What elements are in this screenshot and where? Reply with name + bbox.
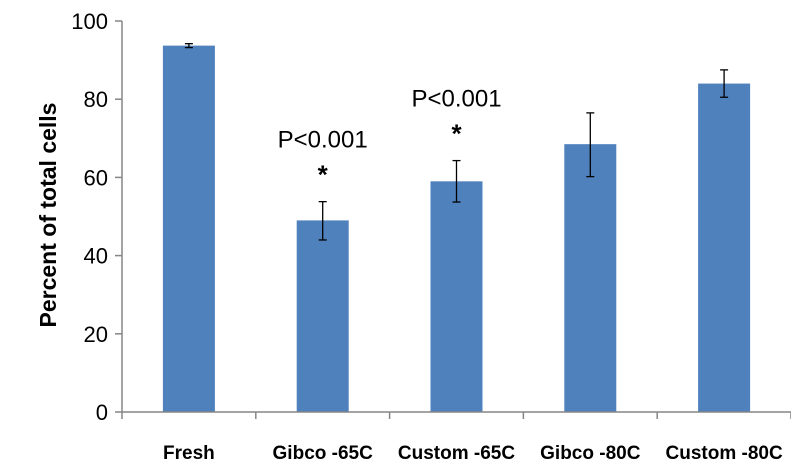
significance-asterisk: * — [318, 160, 329, 190]
significance-asterisk: * — [451, 119, 462, 149]
category-label-2: Gibco -65C — [273, 443, 374, 464]
y-tick-label: 60 — [84, 165, 108, 190]
bar-3 — [430, 181, 483, 412]
significance-annotations: * P<0.001 * P<0.001 — [278, 86, 502, 190]
category-label-3: Custom -65C — [398, 443, 515, 464]
y-tick-label: 100 — [71, 9, 108, 34]
p-value-label: P<0.001 — [411, 86, 501, 113]
y-tick-label: 0 — [96, 400, 108, 425]
error-bars — [184, 43, 729, 241]
bar-4 — [564, 144, 617, 413]
category-label-4: Gibco -80C — [540, 443, 641, 464]
y-tick-label: 80 — [84, 87, 108, 112]
category-label-1: Fresh — [163, 443, 215, 464]
category-label-5: Custom -80C — [666, 443, 783, 464]
y-axis-title: Percent of total cells — [35, 103, 61, 328]
y-tick-label: 40 — [84, 244, 108, 269]
bar-1 — [162, 45, 215, 413]
y-axis-ticks: 0 20 40 60 80 100 — [71, 9, 791, 425]
bars — [162, 45, 751, 413]
x-axis-category-labels: Fresh Gibco -65C Custom -65C Gibco -80C Cust… — [163, 443, 783, 464]
bar-5 — [698, 83, 751, 412]
p-value-label: P<0.001 — [278, 127, 368, 154]
bar-2 — [296, 220, 349, 412]
y-tick-label: 20 — [84, 322, 108, 347]
